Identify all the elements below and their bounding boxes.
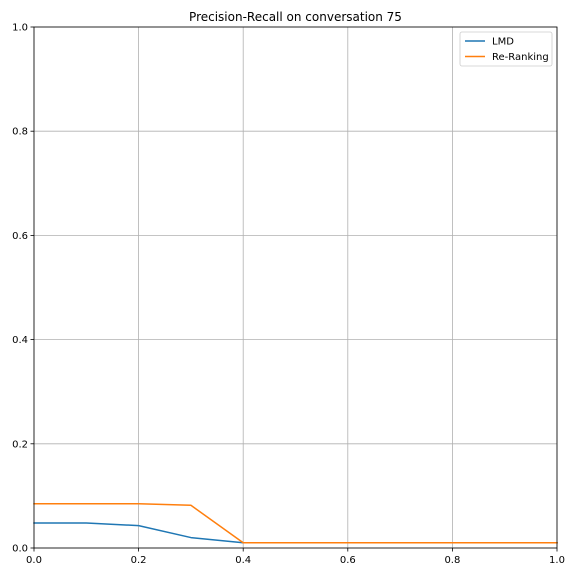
x-tick-label: 0.4: [235, 555, 251, 566]
y-tick-label: 0.4: [12, 335, 28, 346]
y-tick-label: 0.2: [12, 439, 28, 450]
series-lines: [33, 502, 558, 544]
axis-ticks: 0.0 0.2 0.4 0.6 0.8 1.0 0.0 0.2 0.4 0.6 0.8 1.0: [12, 23, 565, 567]
y-tick-label: 0.8: [12, 127, 28, 138]
x-tick-label: 0.2: [131, 555, 147, 566]
y-tick-label: 1.0: [12, 23, 28, 34]
y-tick-label: 0.6: [12, 231, 28, 242]
plot-frame: [33, 26, 558, 549]
series-line-re-ranking: [33, 502, 558, 544]
y-tick-label: 0.0: [12, 544, 28, 555]
x-tick-label: 0.8: [444, 555, 460, 566]
x-tick-label: 1.0: [549, 555, 565, 566]
chart-title: Precision-Recall on conversation 75: [189, 10, 402, 24]
x-tick-label: 0.6: [340, 555, 356, 566]
legend: LMD Re-Ranking: [459, 31, 553, 67]
legend-label: Re-Ranking: [492, 52, 549, 63]
legend-label: LMD: [492, 37, 514, 48]
x-tick-label: 0.0: [26, 555, 42, 566]
